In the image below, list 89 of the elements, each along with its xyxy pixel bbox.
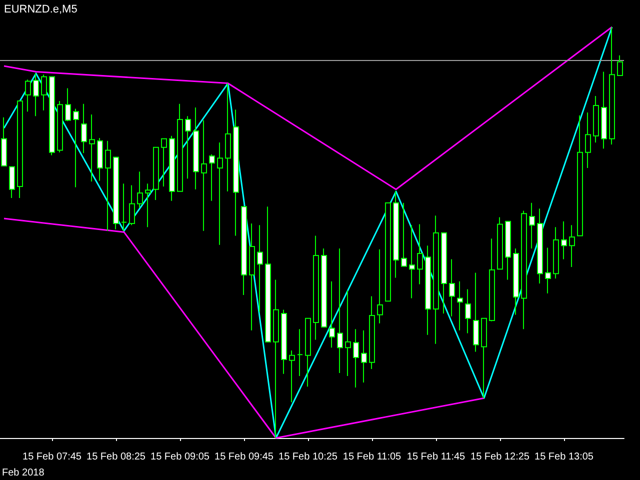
text: Feb 2018 bbox=[2, 468, 45, 478]
candlestick bbox=[313, 235, 319, 340]
candlestick bbox=[593, 96, 599, 143]
candlestick bbox=[529, 202, 535, 250]
candlestick bbox=[537, 208, 543, 284]
candlestick bbox=[297, 328, 303, 376]
candlestick bbox=[465, 288, 471, 334]
candlestick bbox=[353, 328, 359, 388]
candlestick bbox=[337, 248, 343, 374]
candlestick bbox=[153, 146, 159, 201]
candlestick bbox=[473, 272, 479, 352]
candlestick bbox=[17, 100, 23, 198]
candlestick bbox=[617, 54, 623, 76]
candlestick bbox=[177, 103, 183, 192]
chart-title: EURNZD.e,M5 bbox=[4, 4, 78, 16]
candlestick bbox=[41, 74, 47, 111]
candlestick bbox=[65, 88, 71, 122]
candlestick bbox=[185, 116, 191, 180]
candlestick bbox=[561, 220, 567, 260]
candlestick bbox=[225, 82, 231, 192]
candlestick bbox=[329, 280, 335, 348]
candlestick bbox=[217, 142, 223, 246]
x-tick-label: 15 Feb 10:25 bbox=[278, 452, 338, 462]
candlestick bbox=[25, 79, 31, 112]
candlestick bbox=[121, 183, 127, 232]
candlestick bbox=[345, 290, 351, 376]
candlestick bbox=[97, 137, 103, 182]
candlestick bbox=[289, 350, 295, 403]
x-tick-label: 15 Feb 11:45 bbox=[406, 452, 466, 462]
candlestick bbox=[193, 107, 199, 190]
candlestick bbox=[161, 138, 167, 187]
candlestick bbox=[361, 330, 367, 384]
candlestick bbox=[417, 224, 423, 285]
candlestick bbox=[601, 71, 607, 150]
candlestick bbox=[113, 156, 119, 230]
candlestick bbox=[577, 114, 583, 236]
candlestick bbox=[209, 154, 215, 202]
candlestick bbox=[513, 248, 519, 316]
candlestick bbox=[369, 296, 375, 370]
candlestick bbox=[105, 140, 111, 232]
candlestick bbox=[1, 116, 7, 166]
candlestick bbox=[441, 232, 447, 314]
candlestick bbox=[521, 210, 527, 330]
candlestick bbox=[201, 120, 207, 232]
candlestick bbox=[449, 258, 455, 317]
candlestick bbox=[489, 238, 495, 322]
candlestick bbox=[321, 248, 327, 328]
candlestick bbox=[401, 202, 407, 267]
candlestick bbox=[385, 202, 391, 302]
x-tick-label: 15 Feb 11:05 bbox=[342, 452, 402, 462]
x-tick-label: 15 Feb 08:25 bbox=[86, 452, 146, 462]
candlestick bbox=[257, 224, 263, 312]
candlestick bbox=[265, 206, 271, 342]
candlestick bbox=[249, 222, 255, 331]
candlestick bbox=[73, 108, 79, 188]
candlestick bbox=[545, 247, 551, 294]
candlestick bbox=[585, 112, 591, 168]
candlestick bbox=[393, 190, 399, 278]
candlestick bbox=[505, 220, 511, 280]
candlestick bbox=[553, 226, 559, 280]
candlestick bbox=[281, 309, 287, 374]
candlestick bbox=[497, 216, 503, 270]
candlestick bbox=[145, 183, 151, 228]
candlestick bbox=[49, 76, 55, 156]
candlestick bbox=[377, 248, 383, 324]
candlestick bbox=[169, 135, 175, 202]
candlestick bbox=[89, 114, 95, 182]
candlestick bbox=[609, 26, 615, 146]
candlestick bbox=[481, 318, 487, 399]
candlestick bbox=[569, 224, 575, 268]
x-tick-label: 15 Feb 07:45 bbox=[22, 452, 82, 462]
x-tick-label: 15 Feb 09:05 bbox=[150, 452, 210, 462]
x-tick-label: 15 Feb 13:05 bbox=[534, 452, 594, 462]
candlestick bbox=[81, 103, 87, 154]
candlestick bbox=[425, 245, 431, 336]
candlestick bbox=[241, 206, 247, 296]
candlestick bbox=[273, 279, 279, 438]
candlestick bbox=[9, 166, 15, 198]
candlestick bbox=[137, 171, 143, 208]
candlestick bbox=[233, 109, 239, 236]
candlestick bbox=[33, 72, 39, 117]
candlestick bbox=[457, 280, 463, 331]
x-tick-label: 15 Feb 12:25 bbox=[470, 452, 530, 462]
candlestick bbox=[433, 215, 439, 344]
x-tick-label: 15 Feb 09:45 bbox=[214, 452, 274, 462]
candlestick bbox=[129, 184, 135, 226]
candlestick bbox=[409, 224, 415, 299]
candlestick bbox=[57, 100, 63, 153]
candlestick bbox=[305, 318, 311, 388]
